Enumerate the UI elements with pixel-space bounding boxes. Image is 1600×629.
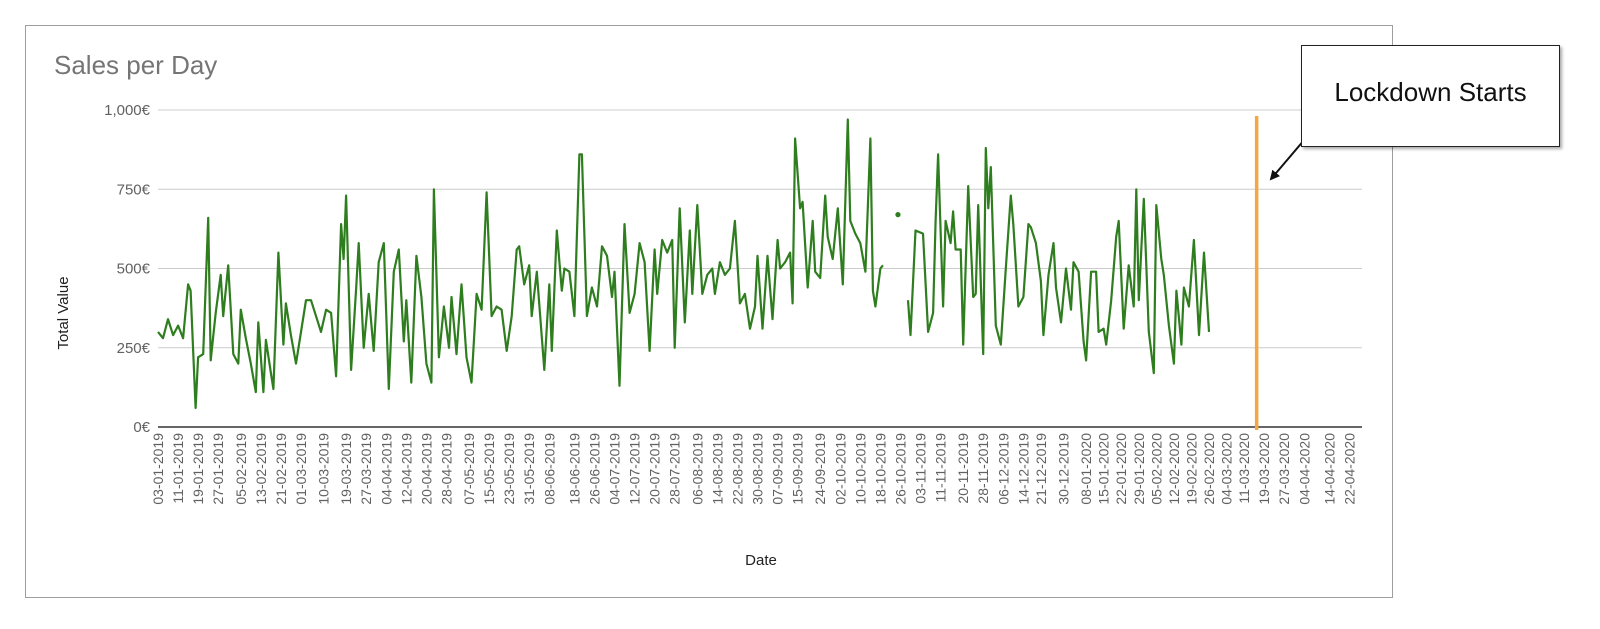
x-tick-label: 18-10-2019 [872, 433, 888, 505]
annotation-layer [1254, 116, 1306, 430]
x-tick-label: 30-08-2019 [749, 433, 765, 505]
x-tick-label: 24-09-2019 [812, 433, 828, 505]
x-tick-label: 15-01-2020 [1096, 433, 1112, 505]
x-tick-label: 26-02-2020 [1201, 433, 1217, 505]
x-tick-label: 10-10-2019 [852, 433, 868, 505]
grid-lines [158, 109, 1362, 428]
y-tick-label: 0€ [133, 419, 150, 436]
x-tick-label: 08-06-2019 [541, 433, 557, 505]
x-tick-label: 20-11-2019 [955, 433, 971, 504]
x-tick-label: 28-04-2019 [438, 433, 454, 505]
y-tick-label: 1,000€ [104, 102, 151, 119]
x-tick-label: 05-02-2019 [233, 433, 249, 505]
x-tick-label: 29-01-2020 [1131, 433, 1147, 505]
x-tick-label: 03-01-2019 [150, 433, 166, 505]
series-layer [157, 118, 1211, 410]
x-tick-label: 26-06-2019 [586, 433, 602, 505]
x-tick-label: 04-07-2019 [607, 433, 623, 505]
x-tick-label: 22-04-2020 [1341, 433, 1357, 505]
chart-frame [25, 25, 1393, 598]
x-tick-label: 19-03-2020 [1256, 433, 1272, 505]
x-tick-label: 15-05-2019 [481, 433, 497, 505]
x-tick-label: 06-12-2019 [995, 433, 1011, 505]
x-tick-label: 19-02-2020 [1183, 433, 1199, 505]
x-tick-label: 08-01-2020 [1078, 433, 1094, 505]
x-tick-label: 04-04-2020 [1296, 433, 1312, 505]
x-axis-label: Date [745, 552, 777, 569]
x-tick-label: 07-09-2019 [770, 433, 786, 505]
x-tick-label: 04-03-2020 [1219, 433, 1235, 505]
x-tick-label: 03-11-2019 [913, 433, 929, 504]
x-tick-label: 30-12-2019 [1056, 433, 1072, 505]
x-tick-label: 14-12-2019 [1015, 433, 1031, 505]
x-tick-label: 27-01-2019 [210, 433, 226, 505]
x-tick-label: 31-05-2019 [521, 433, 537, 505]
y-tick-label: 500€ [117, 261, 151, 278]
x-tick-label: 20-04-2019 [418, 433, 434, 505]
x-tick-label: 18-06-2019 [566, 433, 582, 505]
x-tick-label: 15-09-2019 [790, 433, 806, 505]
x-tick-label: 12-04-2019 [398, 433, 414, 505]
y-axis-label: Total Value [55, 276, 72, 349]
y-tick-label: 250€ [117, 340, 151, 357]
annotation-label: Lockdown Starts [1334, 76, 1527, 107]
x-tick-label: 06-08-2019 [689, 433, 705, 505]
y-axis-ticks: 0€ 250€ 500€ 750€ 1,000€ [104, 102, 151, 436]
x-tick-label: 12-07-2019 [627, 433, 643, 505]
x-tick-label: 27-03-2019 [358, 433, 374, 505]
x-tick-label: 01-03-2019 [293, 433, 309, 505]
x-tick-label: 22-01-2020 [1113, 433, 1129, 505]
x-tick-label: 02-10-2019 [832, 433, 848, 505]
x-tick-label: 14-08-2019 [709, 433, 725, 505]
data-point [895, 212, 901, 218]
x-tick-label: 07-05-2019 [461, 433, 477, 505]
x-tick-label: 04-04-2019 [378, 433, 394, 505]
x-tick-label: 28-11-2019 [975, 433, 991, 504]
x-tick-label: 22-08-2019 [729, 433, 745, 505]
x-tick-label: 21-02-2019 [273, 433, 289, 505]
x-tick-label: 27-03-2020 [1276, 433, 1292, 505]
x-tick-label: 28-07-2019 [667, 433, 683, 505]
x-tick-label: 10-03-2019 [316, 433, 332, 505]
x-tick-label: 11-11-2019 [933, 433, 949, 503]
y-tick-label: 750€ [117, 181, 151, 198]
x-tick-label: 21-12-2019 [1033, 433, 1049, 505]
x-tick-label: 05-02-2020 [1148, 433, 1164, 505]
x-tick-label: 19-01-2019 [190, 433, 206, 505]
series-line [906, 146, 1211, 375]
chart-title: Sales per Day [54, 50, 218, 80]
x-tick-label: 19-03-2019 [338, 433, 354, 505]
x-tick-label: 11-03-2020 [1236, 433, 1252, 504]
annotation-arrow [1269, 138, 1306, 181]
series-line [157, 118, 884, 410]
x-tick-label: 13-02-2019 [253, 433, 269, 505]
x-tick-label: 11-01-2019 [170, 433, 186, 504]
x-tick-label: 20-07-2019 [647, 433, 663, 505]
x-tick-label: 12-02-2020 [1166, 433, 1182, 505]
x-tick-label: 23-05-2019 [501, 433, 517, 505]
x-tick-label: 26-10-2019 [892, 433, 908, 505]
x-axis-ticks: 03-01-2019 11-01-2019 19-01-2019 27-01-2019… [150, 433, 1357, 505]
x-tick-label: 14-04-2020 [1321, 433, 1337, 505]
annotation-callout: Lockdown Starts [1301, 45, 1560, 147]
